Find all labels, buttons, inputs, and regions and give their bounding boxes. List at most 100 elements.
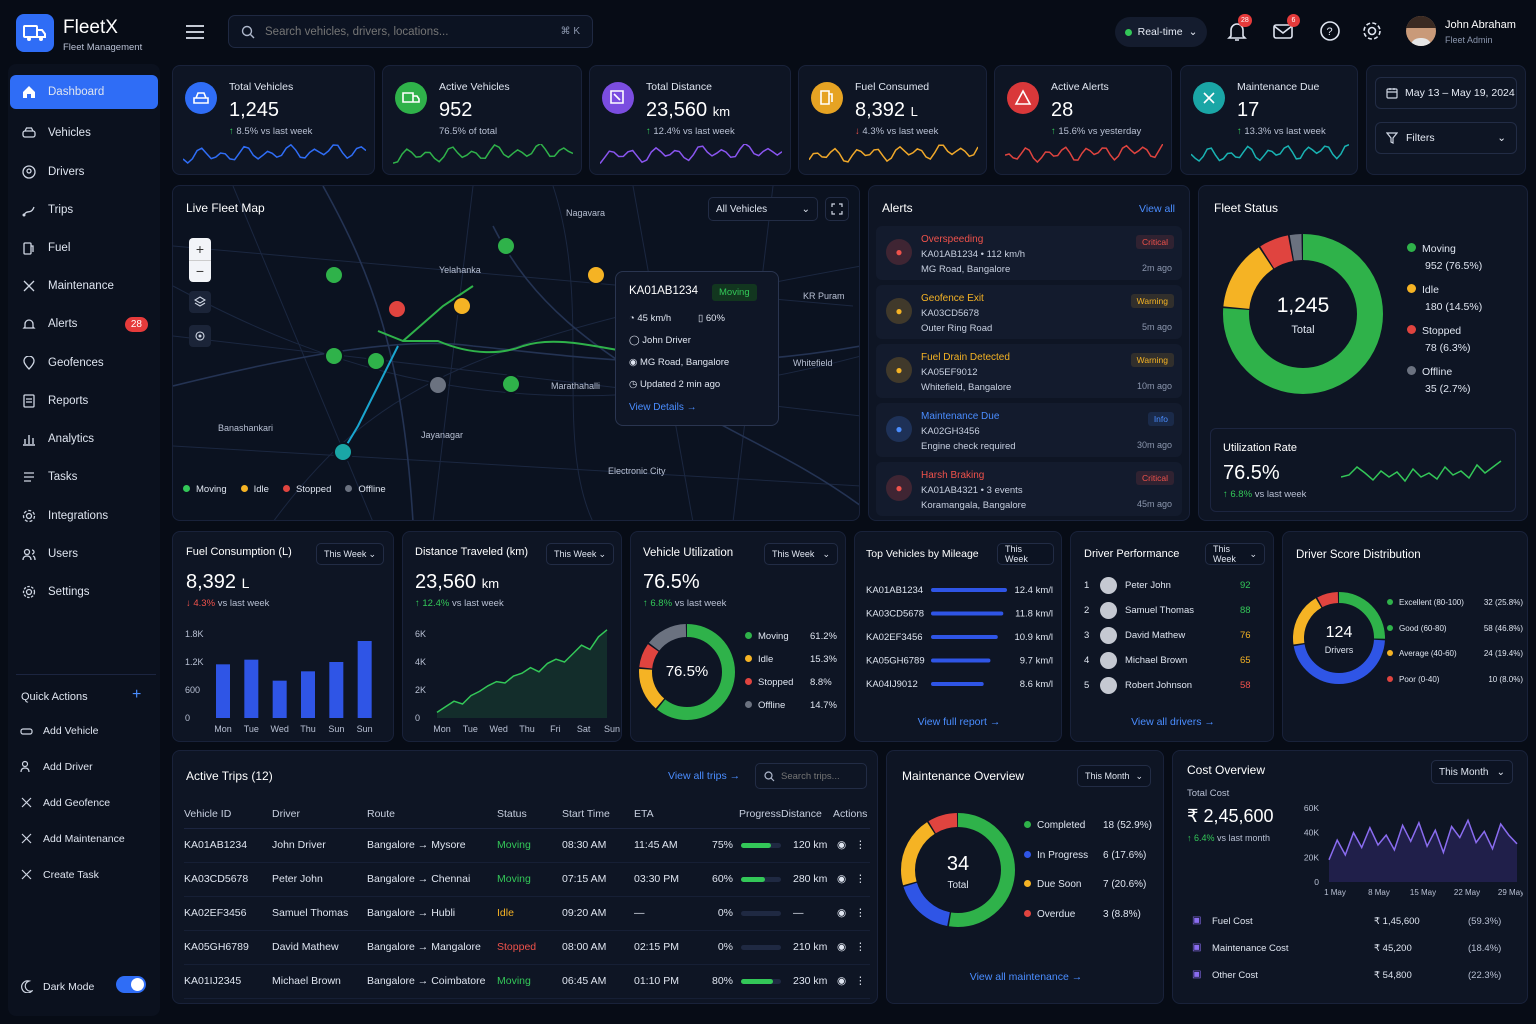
utilization-period-select[interactable]: This Week ⌄: [764, 543, 838, 565]
alerts-view-all-link[interactable]: View all: [1139, 203, 1175, 215]
mileage-period-select[interactable]: This Week: [997, 543, 1054, 565]
trip-search-input[interactable]: [781, 770, 861, 782]
kpi-card-active-alerts[interactable]: Active Alerts 28 ↑ 15.6% vs yesterday: [994, 65, 1172, 175]
alert-item[interactable]: ● Fuel Drain Detected KA05EF9012 Whitefield…: [876, 344, 1182, 398]
view-eye-icon[interactable]: ◉: [837, 941, 847, 953]
vehicle-marker-idle[interactable]: [586, 265, 606, 285]
vehicle-marker-selected[interactable]: [333, 442, 353, 462]
more-options-icon[interactable]: ⋮: [855, 873, 866, 885]
alert-item[interactable]: ● Harsh Braking KA01AB4321 • 3 events Koram…: [876, 462, 1182, 516]
trip-search[interactable]: [755, 763, 867, 789]
column-header[interactable]: Driver: [272, 800, 367, 829]
vehicle-marker-offline[interactable]: [428, 375, 448, 395]
sidebar-item-settings[interactable]: Settings: [10, 575, 158, 609]
mail-icon[interactable]: 6: [1272, 14, 1300, 42]
sidebar-item-trips[interactable]: Trips: [10, 193, 158, 227]
sidebar-item-vehicles[interactable]: Vehicles: [10, 116, 158, 150]
vehicle-marker-moving[interactable]: [501, 374, 521, 394]
view-all-drivers-link[interactable]: View all drivers →: [1131, 716, 1215, 728]
trip-row[interactable]: KA01AB1234 John Driver Bangalore → Mysore M…: [184, 828, 870, 863]
view-eye-icon[interactable]: ◉: [837, 975, 847, 987]
more-options-icon[interactable]: ⋮: [855, 839, 866, 851]
driver-period-select[interactable]: This Week ⌄: [1205, 543, 1265, 565]
search-input[interactable]: [265, 25, 561, 38]
trip-row[interactable]: KA03CD5678 Peter John Bangalore → Chennai M…: [184, 862, 870, 897]
maintenance-period-select[interactable]: This Month ⌄: [1077, 765, 1151, 787]
filters-dropdown[interactable]: Filters ⌄: [1375, 122, 1517, 154]
view-full-report-link[interactable]: View full report →: [917, 716, 1001, 728]
fuel-period-select[interactable]: This Week ⌄: [316, 543, 384, 565]
kpi-card-fuel-consumed[interactable]: Fuel Consumed 8,392 L ↓ 4.3% vs last week: [798, 65, 987, 175]
help-icon[interactable]: ?: [1319, 20, 1341, 42]
column-header[interactable]: Start Time: [562, 800, 634, 829]
menu-icon[interactable]: [185, 24, 205, 43]
vehicle-marker-stopped[interactable]: [387, 299, 407, 319]
kpi-card-active-vehicles[interactable]: Active Vehicles 952 76.5% of total: [382, 65, 582, 175]
zoom-in-button[interactable]: +: [195, 241, 205, 257]
realtime-toggle[interactable]: Real-time ⌄: [1115, 17, 1207, 47]
sidebar-item-users[interactable]: Users: [10, 537, 158, 571]
cost-period-select[interactable]: This Month ⌄: [1431, 760, 1513, 784]
zoom-out-button[interactable]: −: [189, 260, 211, 282]
quick-action-add-geofence[interactable]: Add Geofence: [20, 796, 110, 809]
kpi-card-maintenance-due[interactable]: Maintenance Due 17 ↑ 13.3% vs last week: [1180, 65, 1358, 175]
trip-row[interactable]: KA02EF3456 Samuel Thomas Bangalore → Hubli…: [184, 896, 870, 931]
quick-actions-add-button[interactable]: +: [132, 686, 142, 703]
locate-button[interactable]: [189, 325, 211, 347]
map-vehicle-filter[interactable]: All Vehicles ⌄: [708, 197, 818, 221]
alert-item[interactable]: ● Maintenance Due KA02GH3456 Engine check r…: [876, 403, 1182, 457]
dark-mode-toggle[interactable]: [116, 976, 146, 993]
column-header[interactable]: Actions: [833, 800, 870, 829]
alert-item[interactable]: ● Geofence Exit KA03CD5678 Outer Ring Road W…: [876, 285, 1182, 339]
kpi-card-total-vehicles[interactable]: Total Vehicles 1,245 ↑ 8.5% vs last week: [172, 65, 375, 175]
more-options-icon[interactable]: ⋮: [855, 941, 866, 953]
trip-row[interactable]: KA05GH6789 David Mathew Bangalore → Mangal…: [184, 930, 870, 965]
vehicle-marker-idle[interactable]: [452, 296, 472, 316]
vehicle-marker-moving[interactable]: [496, 236, 516, 256]
quick-action-add-driver[interactable]: Add Driver: [20, 760, 93, 773]
sidebar-item-dashboard[interactable]: Dashboard: [10, 75, 158, 109]
app-logo[interactable]: [16, 14, 54, 52]
column-header[interactable]: Vehicle ID: [184, 800, 272, 829]
notification-bell-icon[interactable]: 28: [1226, 14, 1252, 42]
column-header[interactable]: Status: [497, 800, 562, 829]
view-details-link[interactable]: View Details →: [629, 402, 697, 413]
vehicle-marker-moving[interactable]: [324, 346, 344, 366]
sidebar-item-fuel[interactable]: Fuel: [10, 231, 158, 265]
column-header[interactable]: ETA: [634, 800, 699, 829]
kpi-card-total-distance[interactable]: Total Distance 23,560 km ↑ 12.4% vs last w…: [589, 65, 791, 175]
sidebar-item-integrations[interactable]: Integrations: [10, 499, 158, 533]
layers-button[interactable]: [189, 291, 211, 313]
view-all-maintenance-link[interactable]: View all maintenance →: [969, 971, 1083, 983]
sidebar-item-analytics[interactable]: Analytics: [10, 422, 158, 456]
user-avatar[interactable]: [1406, 16, 1436, 46]
column-header[interactable]: Distance: [781, 800, 833, 829]
more-options-icon[interactable]: ⋮: [855, 907, 866, 919]
vehicle-marker-moving[interactable]: [324, 265, 344, 285]
sidebar-item-reports[interactable]: Reports: [10, 384, 158, 418]
vehicle-marker-moving[interactable]: [366, 351, 386, 371]
sidebar-item-tasks[interactable]: Tasks: [10, 460, 158, 494]
view-eye-icon[interactable]: ◉: [837, 873, 847, 885]
quick-action-create-task[interactable]: Create Task: [20, 868, 99, 881]
alert-item[interactable]: ● Overspeeding KA01AB1234 • 112 km/h MG Roa…: [876, 226, 1182, 280]
trip-row[interactable]: KA01IJ2345 Michael Brown Bangalore → Coimb…: [184, 964, 870, 999]
global-search[interactable]: ⌘ K: [228, 15, 593, 48]
view-eye-icon[interactable]: ◉: [837, 839, 847, 851]
settings-gear-icon[interactable]: [1361, 20, 1383, 42]
distance-period-select[interactable]: This Week ⌄: [546, 543, 614, 565]
fullscreen-button[interactable]: [825, 197, 849, 221]
quick-action-add-maintenance[interactable]: Add Maintenance: [20, 832, 125, 845]
view-all-trips-link[interactable]: View all trips →: [668, 770, 741, 782]
more-options-icon[interactable]: ⋮: [855, 975, 866, 987]
quick-action-add-vehicle[interactable]: Add Vehicle: [20, 724, 98, 737]
sidebar-item-geofences[interactable]: Geofences: [10, 346, 158, 380]
view-eye-icon[interactable]: ◉: [837, 907, 847, 919]
sidebar-item-alerts[interactable]: Alerts 28: [10, 307, 158, 341]
sidebar-item-drivers[interactable]: Drivers: [10, 155, 158, 189]
kpi-change: ↑ 15.6% vs yesterday: [1051, 126, 1142, 137]
column-header[interactable]: Route: [367, 800, 497, 829]
column-header[interactable]: Progress: [699, 800, 781, 829]
date-range-picker[interactable]: May 13 – May 19, 2024: [1375, 77, 1517, 109]
sidebar-item-maintenance[interactable]: Maintenance: [10, 269, 158, 303]
